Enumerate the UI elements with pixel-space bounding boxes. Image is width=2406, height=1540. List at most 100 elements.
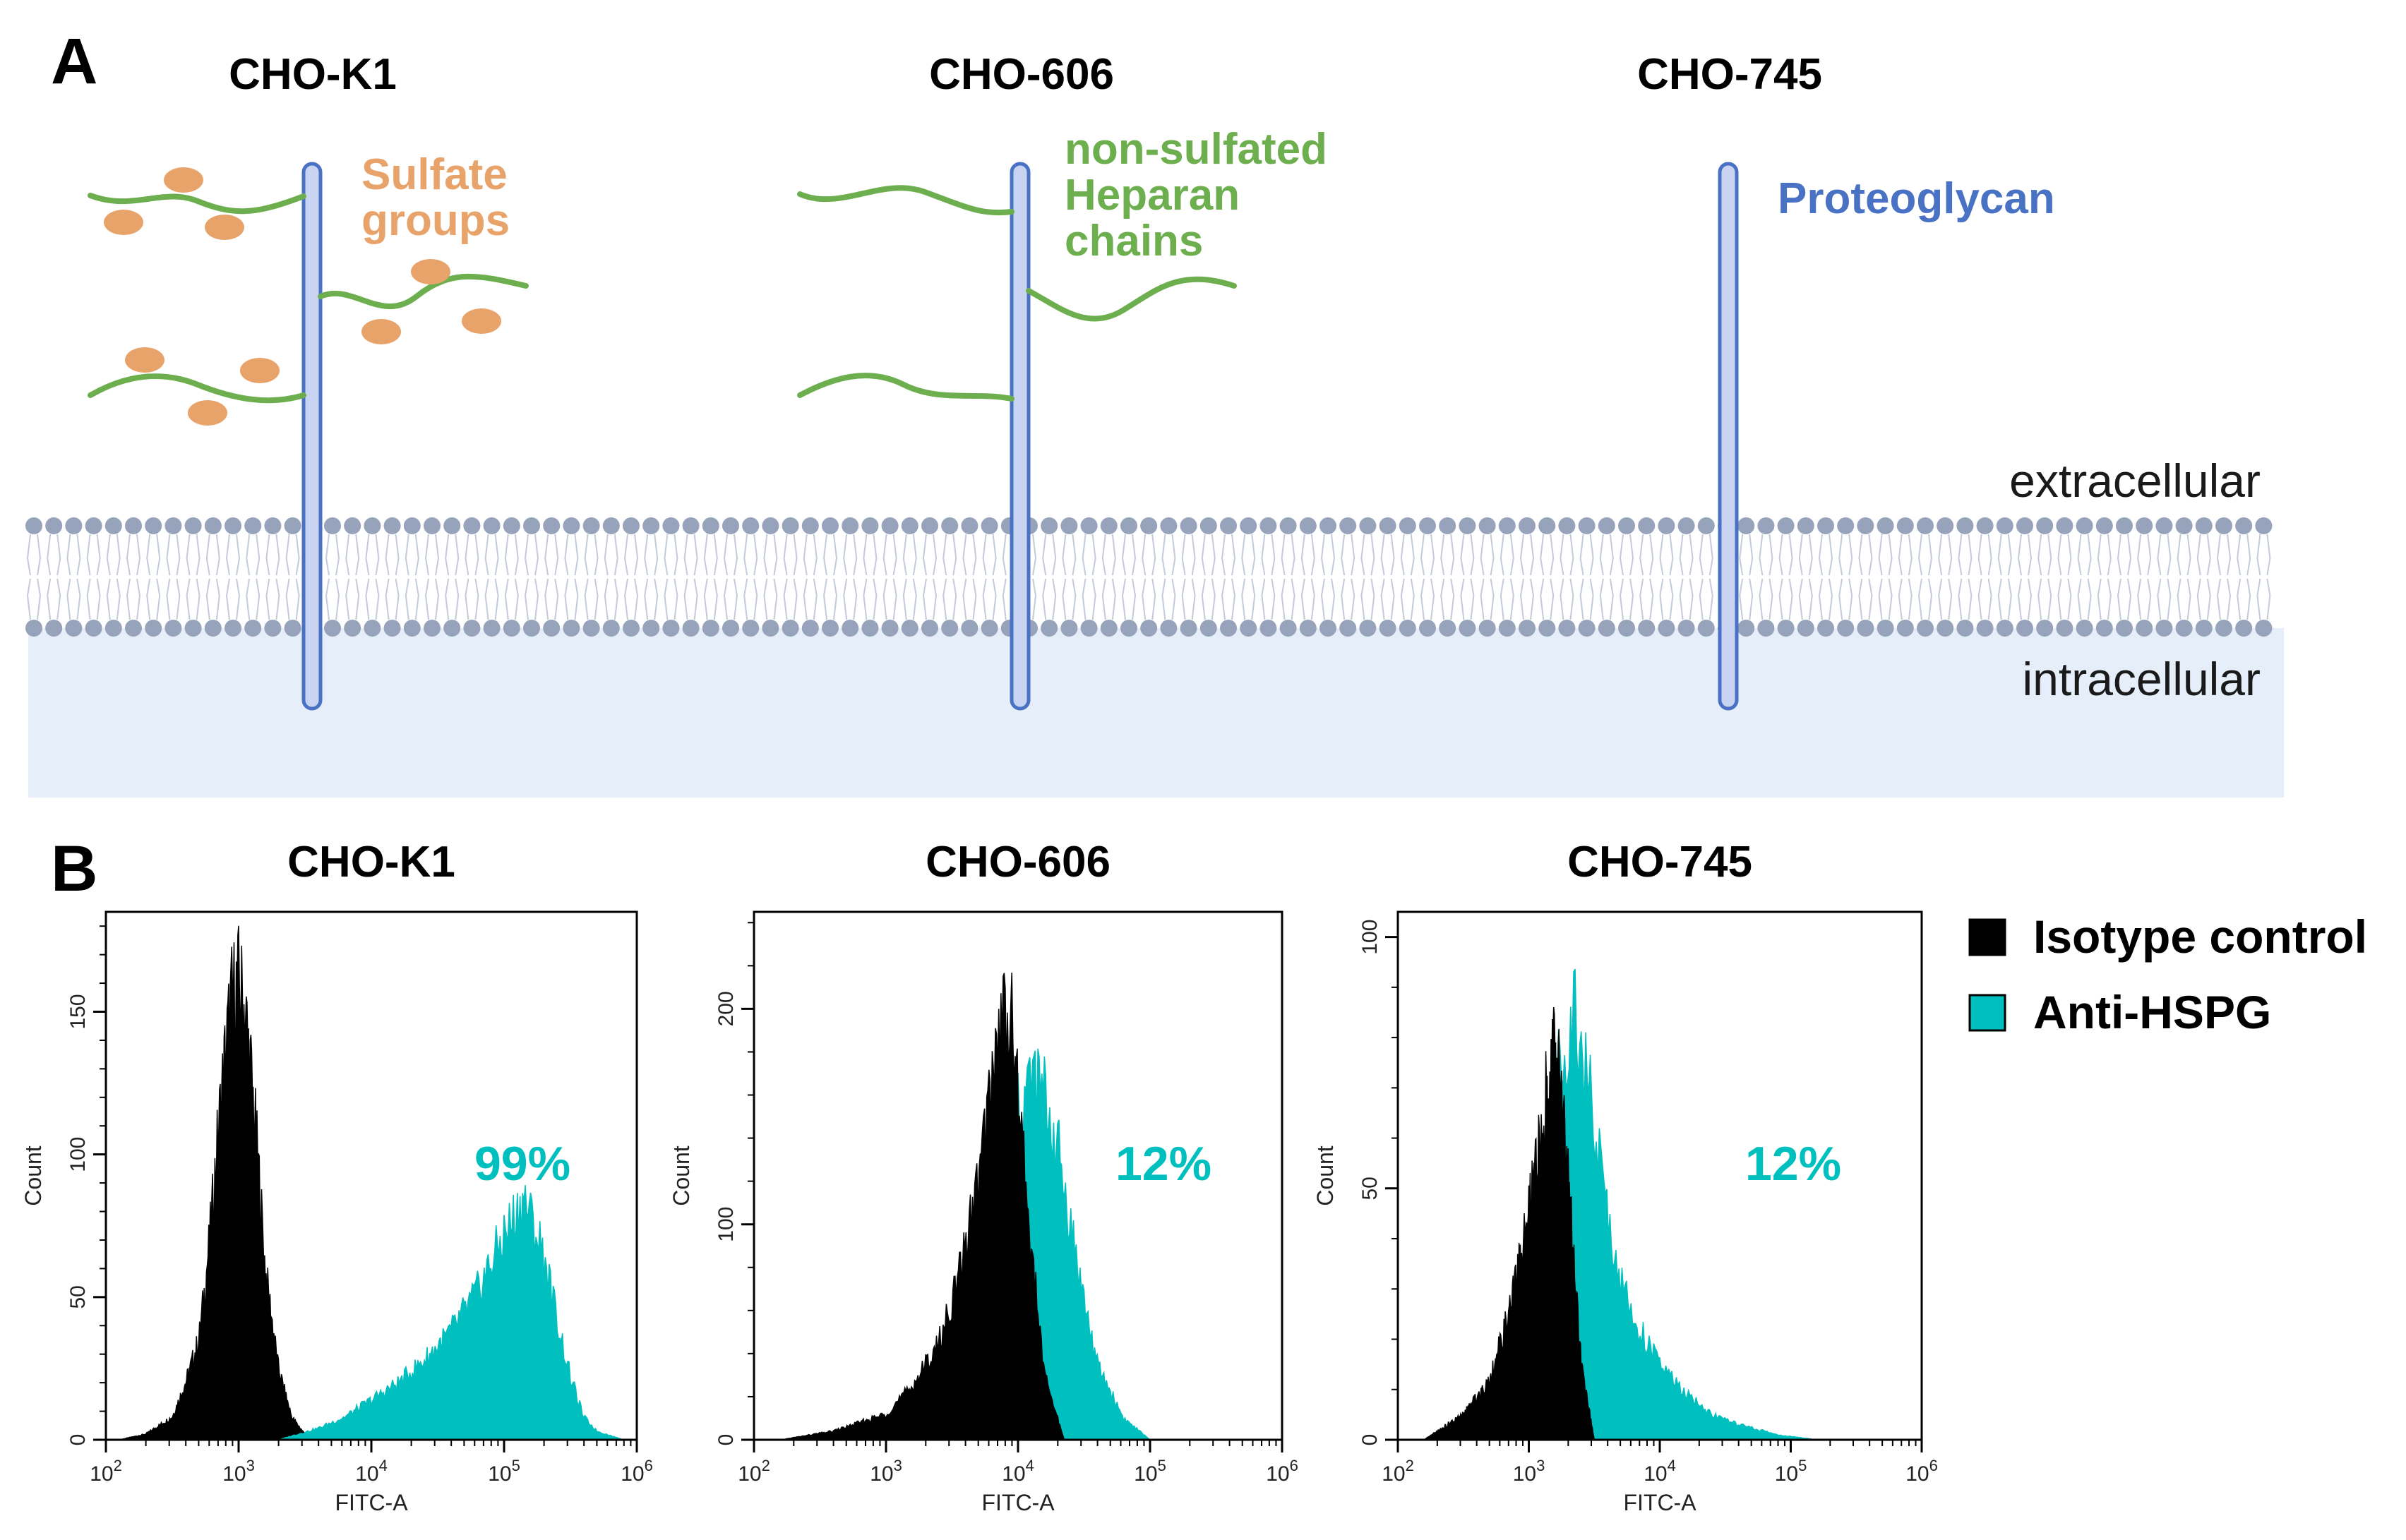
lipid-head	[762, 517, 779, 534]
lipid-head	[1956, 517, 1974, 534]
legend-swatch-anti-hspg	[1968, 994, 2006, 1032]
lipid-head	[1896, 620, 1914, 637]
lipid-tail	[126, 534, 141, 620]
lipid-tail	[1778, 534, 1793, 620]
lipid-head	[65, 620, 83, 637]
lipid-tail	[1699, 534, 1713, 620]
lipid-tail	[1540, 534, 1555, 620]
lipid-head	[1319, 517, 1336, 534]
lipid-head	[961, 620, 978, 637]
lipid-tail	[2256, 534, 2271, 620]
lipid-tail	[205, 534, 220, 620]
lipid-head	[702, 517, 719, 534]
lipid-head	[1379, 620, 1396, 637]
y-axis-label: Count	[20, 1145, 46, 1206]
lipid-head	[1519, 517, 1536, 534]
lipid-head	[1299, 620, 1317, 637]
label-nonsulf-line2: Heparan	[1065, 171, 1240, 219]
lipid-head	[1837, 517, 1855, 534]
heparan-chain	[318, 273, 529, 309]
y-tick-label: 50	[66, 1285, 90, 1309]
lipid-head	[762, 620, 779, 637]
lipid-head	[1558, 517, 1576, 534]
lipid-head	[85, 517, 102, 534]
x-tick-label: 104	[1644, 1457, 1676, 1486]
lipid-head	[921, 620, 938, 637]
lipid-head	[443, 620, 461, 637]
lipid-head	[503, 620, 520, 637]
lipid-head	[45, 517, 63, 534]
lipid-tail	[186, 534, 200, 620]
lipid-tail	[564, 534, 579, 620]
lipid-head	[1917, 620, 1934, 637]
lipid-tail	[345, 534, 360, 620]
lipid-tail	[1917, 534, 1933, 620]
lipid-tail	[1082, 534, 1096, 620]
lipid-head	[582, 620, 600, 637]
lipid-tail	[1798, 534, 1813, 620]
lipid-tail	[1759, 534, 1773, 620]
lipid-head	[563, 620, 580, 637]
lipid-head	[483, 517, 501, 534]
lipid-head	[344, 517, 361, 534]
lipid-head	[1638, 517, 1656, 534]
lipid-head	[403, 620, 421, 637]
lipid-head	[1459, 620, 1476, 637]
lipid-head	[1817, 620, 1834, 637]
histogram-series-isotype	[119, 925, 319, 1440]
lipid-tail	[1380, 534, 1395, 620]
y-tick-label: 0	[1358, 1434, 1382, 1446]
lipid-head	[2195, 620, 2213, 637]
lipid-head	[2195, 517, 2213, 534]
lipid-head	[1677, 517, 1695, 534]
lipid-head	[1976, 517, 1994, 534]
lipid-tail	[882, 534, 897, 620]
x-tick-label: 106	[1266, 1457, 1298, 1486]
lipid-tail	[723, 534, 738, 620]
sulfate-groups	[104, 167, 501, 426]
lipid-tail	[1818, 534, 1833, 620]
lipid-tail	[1838, 534, 1853, 620]
lipid-head	[742, 620, 760, 637]
lipid-head	[2116, 620, 2133, 637]
lipid-head	[1737, 517, 1755, 534]
lipid-tail	[285, 534, 300, 620]
lipid-tail	[1958, 534, 1973, 620]
lipid-head	[1697, 620, 1715, 637]
lipid-head	[104, 620, 122, 637]
lipid-head	[424, 620, 441, 637]
lipid-head	[981, 517, 998, 534]
x-tick-label: 102	[90, 1457, 122, 1486]
sulfate-group	[104, 210, 143, 235]
lipid-head	[523, 620, 540, 637]
lipid-head	[1160, 620, 1178, 637]
lipid-head	[1240, 620, 1257, 637]
lipid-head	[1937, 517, 1954, 534]
lipid-head	[1478, 517, 1496, 534]
panel-a-letter: A	[51, 25, 97, 97]
lipid-head	[1618, 517, 1635, 534]
lipid-tail	[902, 534, 917, 620]
lipid-head	[1538, 620, 1556, 637]
lipid-tail	[484, 534, 499, 620]
lipid-head	[842, 517, 859, 534]
x-tick-label: 105	[488, 1457, 520, 1486]
lipid-tail	[1360, 534, 1375, 620]
lipid-head	[1777, 620, 1795, 637]
x-tick-label: 103	[870, 1457, 902, 1486]
label-nonsulf-line3: chains	[1065, 217, 1203, 265]
lipid-head	[1319, 620, 1336, 637]
lipid-head	[1797, 517, 1814, 534]
lipid-head	[1777, 517, 1795, 534]
percent-positive-annotation: 12%	[1745, 1137, 1841, 1191]
lipid-tail	[2216, 534, 2232, 620]
lipid-head	[1459, 517, 1476, 534]
lipid-head	[324, 620, 341, 637]
y-tick-label: 100	[66, 1137, 90, 1172]
lipid-head	[104, 517, 122, 534]
lipid-head	[742, 517, 760, 534]
legend-label-isotype: Isotype control	[2033, 910, 2367, 963]
legend-label-anti-hspg: Anti-HSPG	[2033, 986, 2271, 1038]
percent-positive-annotation: 12%	[1115, 1137, 1211, 1191]
lipid-head	[2175, 517, 2193, 534]
